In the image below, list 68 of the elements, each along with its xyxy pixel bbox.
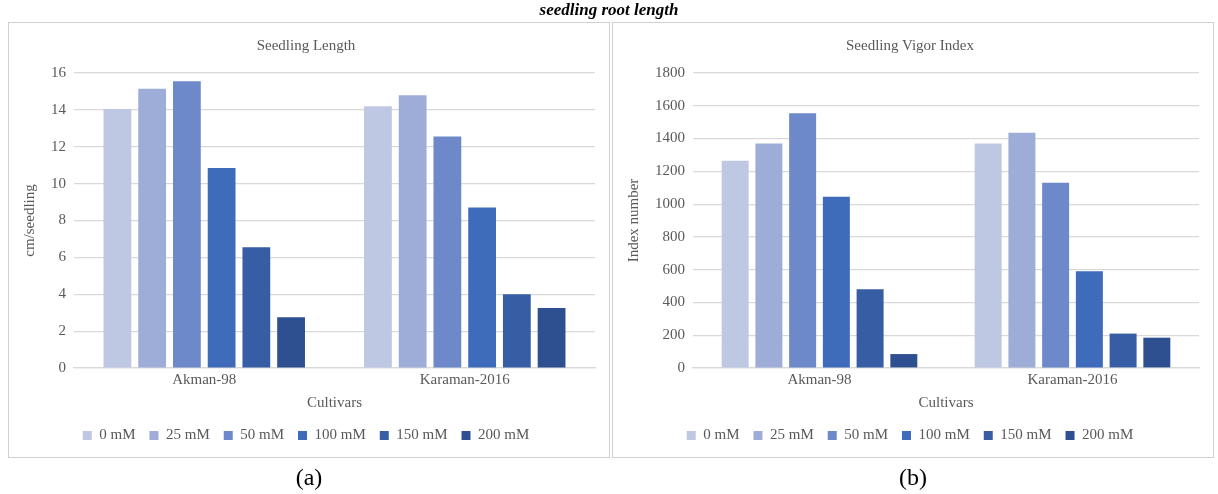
y-axis-title: Index number bbox=[624, 178, 641, 263]
bar bbox=[890, 354, 918, 368]
x-axis-title: Cultivars bbox=[918, 393, 974, 410]
bar bbox=[1143, 337, 1171, 368]
bar bbox=[207, 167, 236, 368]
legend-label: 100 mM bbox=[918, 426, 970, 443]
y-tick-label: 14 bbox=[51, 100, 67, 117]
x-tick-label: Akman-98 bbox=[172, 370, 237, 387]
y-tick-label: 12 bbox=[51, 137, 66, 154]
bar bbox=[103, 108, 132, 368]
legend-label: 200 mM bbox=[1082, 426, 1134, 443]
bar bbox=[1075, 271, 1103, 368]
bar bbox=[433, 136, 462, 368]
bar bbox=[468, 207, 497, 368]
bar bbox=[502, 294, 531, 368]
bar bbox=[277, 317, 305, 368]
bar bbox=[1008, 132, 1036, 368]
legend-label: 150 mM bbox=[1000, 426, 1052, 443]
bar bbox=[1109, 333, 1137, 368]
y-tick-label: 0 bbox=[58, 358, 66, 375]
y-tick-label: 400 bbox=[662, 293, 685, 310]
bar bbox=[242, 247, 271, 368]
legend-label: 25 mM bbox=[165, 426, 210, 443]
chart-title: Seedling Length bbox=[256, 36, 356, 53]
y-tick-label: 1400 bbox=[655, 129, 685, 146]
legend-label: 50 mM bbox=[240, 426, 285, 443]
legend-label: 150 mM bbox=[396, 426, 448, 443]
legend-label: 100 mM bbox=[314, 426, 366, 443]
bar bbox=[721, 160, 749, 368]
x-tick-label: Karaman-2016 bbox=[1027, 370, 1118, 387]
bar bbox=[856, 289, 884, 368]
y-tick-label: 2 bbox=[58, 322, 66, 339]
y-tick-label: 0 bbox=[677, 358, 685, 375]
legend-label: 25 mM bbox=[769, 426, 814, 443]
y-tick-label: 600 bbox=[662, 260, 685, 277]
y-tick-label: 1800 bbox=[655, 63, 685, 80]
bar bbox=[789, 113, 817, 368]
x-axis-title: Cultivars bbox=[307, 393, 363, 410]
text: (b) bbox=[898, 463, 928, 492]
y-tick-label: 8 bbox=[58, 211, 66, 228]
bar bbox=[974, 143, 1002, 368]
y-tick-label: 800 bbox=[662, 227, 685, 244]
bar bbox=[537, 308, 566, 368]
legend-label: 200 mM bbox=[478, 426, 530, 443]
y-axis-title: cm/seedling bbox=[20, 183, 37, 257]
y-tick-label: 4 bbox=[58, 285, 67, 302]
legend-label: 50 mM bbox=[844, 426, 889, 443]
y-tick-label: 1200 bbox=[655, 162, 685, 179]
legend-label: 0 mM bbox=[703, 426, 740, 443]
text: seedling root length bbox=[538, 0, 680, 20]
y-tick-label: 200 bbox=[662, 326, 685, 343]
x-tick-label: Karaman-2016 bbox=[419, 370, 511, 387]
bar bbox=[755, 143, 783, 368]
bar bbox=[172, 81, 201, 368]
legend-label: 0 mM bbox=[99, 426, 136, 443]
text: (a) bbox=[294, 463, 324, 492]
chart-title: Seedling Vigor Index bbox=[846, 36, 975, 53]
bar bbox=[364, 106, 392, 368]
y-tick-label: 10 bbox=[51, 174, 66, 191]
bar bbox=[822, 196, 850, 368]
y-tick-label: 16 bbox=[51, 63, 67, 80]
y-tick-label: 6 bbox=[58, 248, 67, 265]
x-tick-label: Akman-98 bbox=[787, 370, 852, 387]
bar bbox=[1042, 182, 1070, 368]
bar bbox=[138, 88, 167, 368]
y-tick-label: 1000 bbox=[655, 195, 685, 212]
y-tick-label: 1600 bbox=[655, 96, 685, 113]
bar bbox=[398, 95, 427, 368]
